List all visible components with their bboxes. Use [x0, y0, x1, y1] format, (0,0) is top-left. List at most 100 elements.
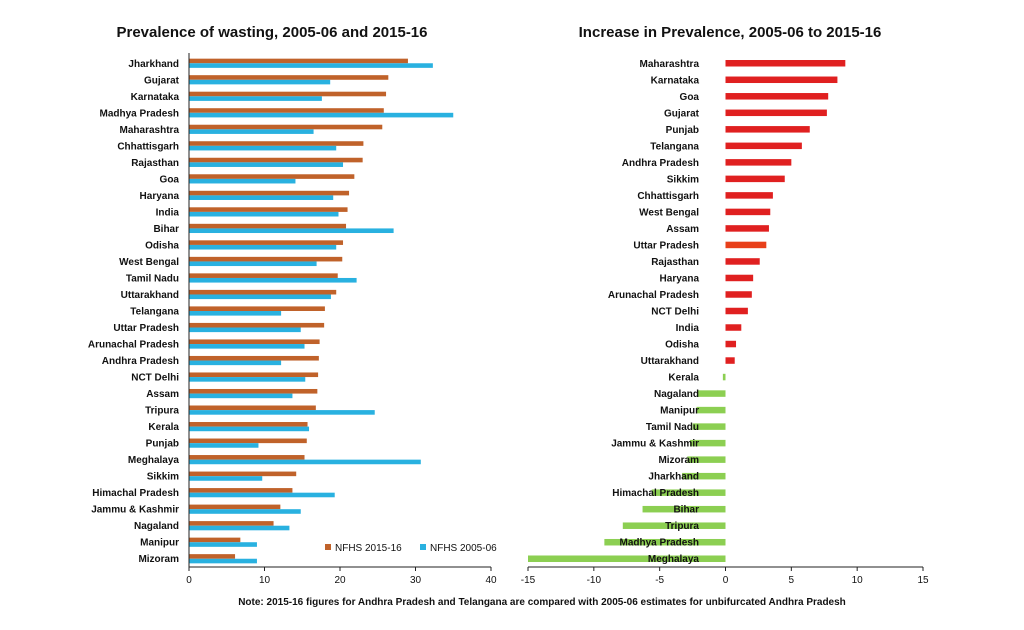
bar-2005-06: [189, 476, 263, 481]
category-label: India: [156, 207, 180, 218]
bar-2005-06: [189, 509, 301, 514]
bar-2015-16: [189, 124, 383, 130]
category-label: West Bengal: [639, 207, 699, 218]
x-tick-label: 20: [334, 575, 346, 586]
bar-2015-16: [189, 273, 338, 278]
category-label: Jharkhand: [128, 59, 179, 70]
category-label: Telangana: [650, 141, 699, 152]
bar-2015-16: [189, 289, 337, 295]
category-label: Mizoram: [658, 455, 699, 466]
category-label: Kerala: [668, 373, 699, 384]
bar-2015-16: [189, 108, 384, 113]
x-tick-label: 5: [789, 575, 795, 586]
increase-bar: [725, 258, 760, 265]
footnote: Note: 2015-16 figures for Andhra Pradesh…: [238, 597, 846, 608]
category-label: Tamil Nadu: [646, 422, 699, 433]
x-tick-label: 10: [852, 575, 864, 586]
category-label: Arunachal Pradesh: [608, 290, 699, 301]
increase-chart: Maharashtra Karnataka Goa Gujarat Punjab Tela…: [521, 59, 929, 586]
increase-bar: [528, 555, 726, 562]
category-label: Uttarakhand: [641, 356, 699, 367]
increase-bar: [725, 60, 846, 67]
increase-bar: [651, 489, 726, 496]
category-label: Kerala: [148, 422, 179, 433]
category-label: Tripura: [145, 406, 179, 417]
bar-2015-16: [189, 157, 363, 163]
bar-2005-06: [189, 145, 337, 151]
bar-2015-16: [189, 355, 319, 361]
category-label: Andhra Pradesh: [102, 356, 179, 367]
category-label: Odisha: [145, 240, 179, 251]
legend-label: NFHS 2005-06: [430, 543, 497, 554]
bar-2005-06: [189, 277, 357, 283]
category-label: Nagaland: [654, 389, 699, 400]
bar-2005-06: [189, 327, 301, 333]
bar-2015-16: [189, 554, 236, 559]
category-label: Jammu & Kashmir: [611, 439, 699, 450]
bar-2015-16: [189, 339, 320, 345]
category-label: Chhattisgarh: [637, 191, 699, 202]
category-label: Goa: [160, 174, 180, 185]
bar-2015-16: [189, 240, 344, 245]
increase-bar: [687, 456, 726, 463]
x-tick-label: 15: [917, 575, 929, 586]
category-label: Himachal Pradesh: [612, 488, 699, 499]
bar-2005-06: [189, 178, 296, 184]
bar-2005-06: [189, 492, 335, 498]
bar-2015-16: [189, 75, 389, 80]
increase-bar: [622, 522, 726, 529]
increase-bar: [725, 291, 752, 298]
bar-2005-06: [189, 393, 293, 399]
x-tick-label: 30: [410, 575, 422, 586]
category-label: Karnataka: [651, 75, 700, 86]
category-label: Manipur: [140, 538, 179, 549]
bar-2005-06: [189, 542, 257, 547]
x-tick-label: 0: [186, 575, 192, 586]
increase-bar: [642, 505, 726, 513]
category-label: Madhya Pradesh: [620, 538, 699, 549]
bar-2005-06: [189, 294, 331, 300]
bar-2005-06: [189, 129, 314, 134]
bar-2015-16: [189, 405, 316, 411]
category-label: NCT Delhi: [131, 373, 179, 384]
left-chart-title: Prevalence of wasting, 2005-06 and 2015-…: [117, 24, 428, 41]
bar-2015-16: [189, 322, 325, 328]
category-label: Meghalaya: [648, 554, 700, 565]
bar-2015-16: [189, 174, 355, 179]
x-tick-label: -15: [521, 575, 536, 586]
category-label: Goa: [680, 92, 700, 103]
increase-bar: [725, 324, 742, 331]
legend-swatch: [325, 544, 331, 550]
x-tick-label: 40: [485, 575, 497, 586]
category-label: Assam: [146, 389, 179, 400]
right-chart-title: Increase in Prevalence, 2005-06 to 2015-…: [579, 24, 882, 41]
increase-bar: [692, 423, 726, 430]
category-label: Andhra Pradesh: [622, 158, 699, 169]
bar-2005-06: [189, 228, 394, 234]
category-label: Nagaland: [134, 521, 179, 532]
bar-2005-06: [189, 443, 259, 448]
category-label: Meghalaya: [128, 455, 180, 466]
category-label: Karnataka: [131, 92, 180, 103]
legend-swatch: [420, 544, 426, 550]
bar-2005-06: [189, 459, 421, 465]
bar-2015-16: [189, 388, 318, 394]
bar-2015-16: [189, 488, 293, 493]
category-label: Gujarat: [144, 75, 180, 86]
bar-2015-16: [189, 190, 350, 196]
category-label: Himachal Pradesh: [92, 488, 179, 499]
x-tick-label: -10: [587, 575, 602, 586]
bar-2015-16: [189, 471, 297, 477]
legend-label: NFHS 2015-16: [335, 543, 402, 554]
category-label: Uttar Pradesh: [633, 240, 699, 251]
x-tick-label: -5: [655, 575, 664, 586]
bar-2005-06: [189, 211, 339, 217]
bar-2005-06: [189, 244, 337, 250]
bar-2005-06: [189, 96, 322, 101]
category-label: Jammu & Kashmir: [91, 505, 179, 516]
category-label: Sikkim: [147, 472, 179, 483]
increase-bar: [725, 357, 735, 364]
bar-2005-06: [189, 63, 433, 68]
category-label: Tamil Nadu: [126, 273, 179, 284]
